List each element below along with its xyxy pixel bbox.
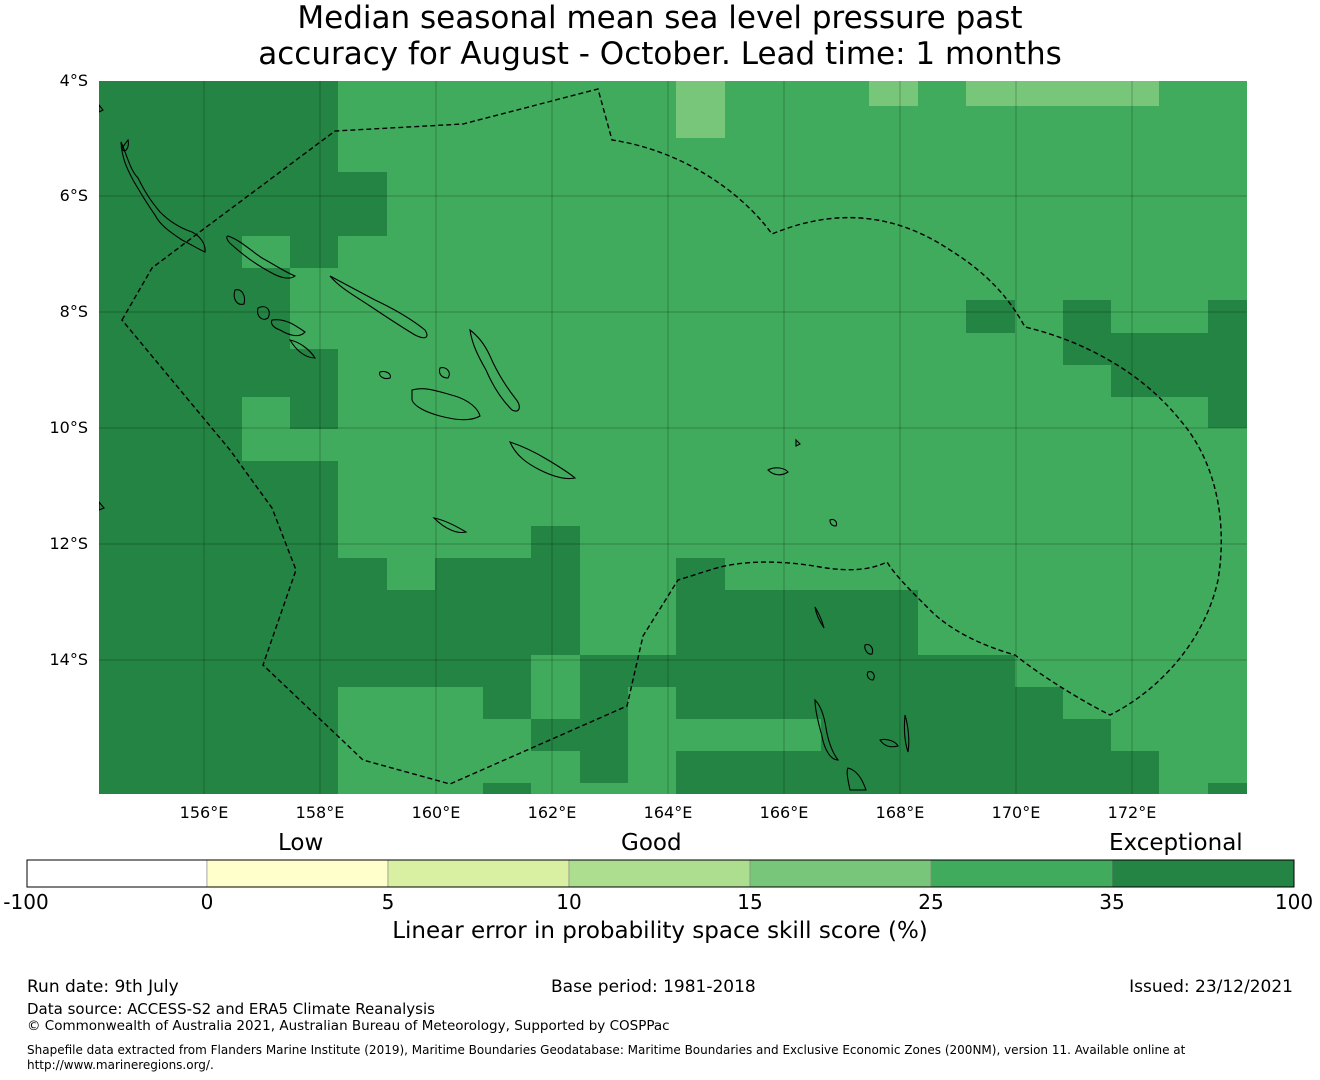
lon-label-168e: 168°E xyxy=(875,803,925,822)
lat-label-14s: 14°S xyxy=(49,650,88,669)
data-source: Data source: ACCESS-S2 and ERA5 Climate … xyxy=(27,1000,435,1018)
colorbar-segment-5 xyxy=(930,859,1113,888)
base-period: Base period: 1981-2018 xyxy=(551,977,756,997)
copyright: © Commonwealth of Australia 2021, Austra… xyxy=(27,1018,670,1034)
title-line-1: Median seasonal mean sea level pressure … xyxy=(297,0,1023,36)
lon-label-160e: 160°E xyxy=(411,803,461,822)
colorbar-segment-4 xyxy=(749,859,932,888)
colorbar-segment-2 xyxy=(387,859,570,888)
lat-label-12s: 12°S xyxy=(49,534,88,553)
lat-label-10s: 10°S xyxy=(49,418,88,437)
lon-label-172e: 172°E xyxy=(1107,803,1157,822)
lon-label-158e: 158°E xyxy=(295,803,345,822)
colorbar xyxy=(26,859,1295,888)
tick-label: 100 xyxy=(1274,890,1314,914)
category-low: Low xyxy=(278,830,324,856)
moderate-skill-cells xyxy=(676,81,1159,138)
shapefile-credit-2: http://www.marineregions.org/. xyxy=(27,1058,214,1072)
exceptional-skill-cells xyxy=(99,81,1247,794)
colorbar-segment-3 xyxy=(568,859,751,888)
category-exceptional: Exceptional xyxy=(1109,830,1243,856)
tick-label: 35 xyxy=(1099,890,1125,914)
title-line-2: accuracy for August - October. Lead time… xyxy=(258,36,1062,72)
good-skill-cells xyxy=(242,236,821,794)
lat-label-4s: 4°S xyxy=(59,71,88,90)
colorbar-segment-1 xyxy=(206,859,389,888)
lon-label-156e: 156°E xyxy=(179,803,229,822)
colorbar-segment-0 xyxy=(26,859,208,888)
lon-label-164e: 164°E xyxy=(643,803,693,822)
tick-label: 15 xyxy=(737,890,763,914)
lat-label-8s: 8°S xyxy=(59,302,88,321)
tick-label: 5 xyxy=(381,890,395,914)
eez-boundary xyxy=(121,88,1222,785)
tick-label: 10 xyxy=(556,890,582,914)
lon-label-170e: 170°E xyxy=(991,803,1041,822)
shapefile-credit-1: Shapefile data extracted from Flanders M… xyxy=(27,1043,1186,1057)
graticule xyxy=(99,81,1247,794)
lon-label-162e: 162°E xyxy=(527,803,577,822)
tick-label: 25 xyxy=(918,890,944,914)
colorbar-title: Linear error in probability space skill … xyxy=(392,918,928,944)
map-title: Median seasonal mean sea level pressure … xyxy=(0,0,1320,72)
issued-date: Issued: 23/12/2021 xyxy=(1129,977,1293,997)
tick-label: -100 xyxy=(3,890,49,914)
lat-label-6s: 6°S xyxy=(59,186,88,205)
coastlines xyxy=(99,104,910,791)
tick-label: 0 xyxy=(200,890,214,914)
lon-label-166e: 166°E xyxy=(759,803,809,822)
category-good: Good xyxy=(621,830,682,856)
colorbar-segment-6 xyxy=(1111,859,1295,888)
run-date: Run date: 9th July xyxy=(27,977,179,997)
